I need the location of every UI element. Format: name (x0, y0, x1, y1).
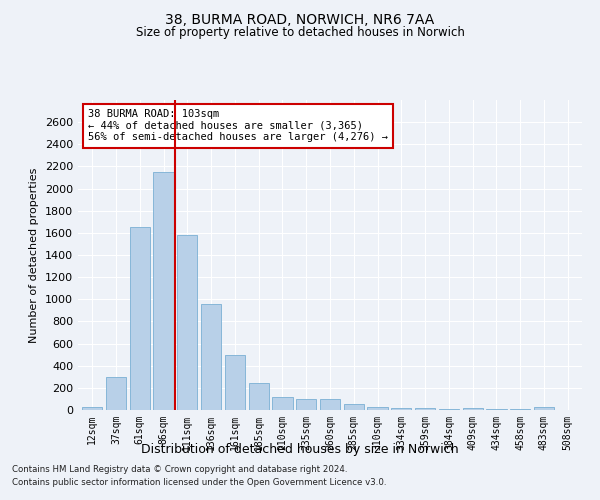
Bar (82, 407, 103, 410)
Bar (296, 399, 316, 410)
Bar (344, 404, 364, 410)
Bar (367, 407, 388, 410)
Text: Contains HM Land Registry data © Crown copyright and database right 2024.: Contains HM Land Registry data © Crown c… (12, 466, 347, 474)
Bar (272, 396, 293, 410)
Y-axis label: Number of detached properties: Number of detached properties (29, 168, 40, 342)
Bar (391, 408, 412, 410)
Bar (415, 408, 435, 410)
Text: Distribution of detached houses by size in Norwich: Distribution of detached houses by size … (141, 442, 459, 456)
Bar (248, 383, 269, 410)
Bar (534, 407, 554, 410)
Text: Size of property relative to detached houses in Norwich: Size of property relative to detached ho… (136, 26, 464, 39)
Bar (463, 408, 483, 410)
Bar (177, 235, 197, 410)
Bar (106, 377, 126, 410)
Bar (154, 172, 173, 410)
Bar (130, 228, 150, 410)
Text: 38 BURMA ROAD: 103sqm
← 44% of detached houses are smaller (3,365)
56% of semi-d: 38 BURMA ROAD: 103sqm ← 44% of detached … (88, 110, 388, 142)
Bar (201, 304, 221, 410)
Bar (320, 399, 340, 410)
Text: Contains public sector information licensed under the Open Government Licence v3: Contains public sector information licen… (12, 478, 386, 487)
Bar (225, 354, 245, 410)
Text: 38, BURMA ROAD, NORWICH, NR6 7AA: 38, BURMA ROAD, NORWICH, NR6 7AA (166, 12, 434, 26)
